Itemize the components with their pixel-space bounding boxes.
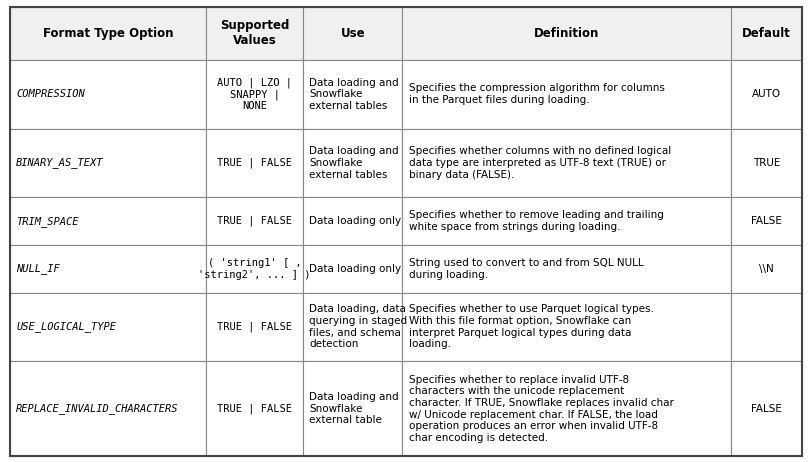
Bar xyxy=(303,60,402,128)
Text: Definition: Definition xyxy=(534,27,600,40)
Bar xyxy=(206,361,303,456)
Bar xyxy=(402,7,731,60)
Bar xyxy=(10,7,206,60)
Text: Specifies whether to use Parquet logical types.
With this file format option, Sn: Specifies whether to use Parquet logical… xyxy=(409,304,654,349)
Bar xyxy=(731,60,802,128)
Text: TRUE | FALSE: TRUE | FALSE xyxy=(217,322,292,332)
Text: FALSE: FALSE xyxy=(751,216,782,226)
Text: Data loading and
Snowflake
external table: Data loading and Snowflake external tabl… xyxy=(309,392,399,426)
Text: Specifies whether to remove leading and trailing
white space from strings during: Specifies whether to remove leading and … xyxy=(409,210,663,232)
Text: Data loading only: Data loading only xyxy=(309,264,402,274)
Text: NULL_IF: NULL_IF xyxy=(16,263,60,274)
Text: TRUE | FALSE: TRUE | FALSE xyxy=(217,158,292,168)
Bar xyxy=(731,361,802,456)
Text: Data loading and
Snowflake
external tables: Data loading and Snowflake external tabl… xyxy=(309,78,399,111)
Text: Data loading and
Snowflake
external tables: Data loading and Snowflake external tabl… xyxy=(309,146,399,180)
Bar xyxy=(206,197,303,245)
Bar xyxy=(402,245,731,292)
Bar xyxy=(402,292,731,361)
Text: AUTO: AUTO xyxy=(752,89,781,99)
Text: Specifies whether to replace invalid UTF-8
characters with the unicode replaceme: Specifies whether to replace invalid UTF… xyxy=(409,375,674,443)
Text: Data loading only: Data loading only xyxy=(309,216,402,226)
Bar xyxy=(402,128,731,197)
Bar xyxy=(303,292,402,361)
Text: \\N: \\N xyxy=(760,264,774,274)
Bar xyxy=(206,60,303,128)
Text: BINARY_AS_TEXT: BINARY_AS_TEXT xyxy=(16,158,103,168)
Bar xyxy=(206,7,303,60)
Text: TRUE: TRUE xyxy=(753,158,781,168)
Bar xyxy=(731,292,802,361)
Text: Specifies whether columns with no defined logical
data type are interpreted as U: Specifies whether columns with no define… xyxy=(409,146,671,180)
Bar xyxy=(402,60,731,128)
Bar xyxy=(206,128,303,197)
Text: Data loading, data
querying in staged
files, and schema
detection: Data loading, data querying in staged fi… xyxy=(309,304,407,349)
Bar xyxy=(402,361,731,456)
Text: REPLACE_INVALID_CHARACTERS: REPLACE_INVALID_CHARACTERS xyxy=(16,403,179,414)
Text: AUTO | LZO |
SNAPPY |
NONE: AUTO | LZO | SNAPPY | NONE xyxy=(217,77,292,111)
Text: TRUE | FALSE: TRUE | FALSE xyxy=(217,404,292,414)
Text: String used to convert to and from SQL NULL
during loading.: String used to convert to and from SQL N… xyxy=(409,258,643,280)
Text: Default: Default xyxy=(743,27,791,40)
Text: Format Type Option: Format Type Option xyxy=(43,27,173,40)
Bar xyxy=(402,197,731,245)
Bar xyxy=(303,128,402,197)
Bar xyxy=(10,292,206,361)
Bar xyxy=(10,361,206,456)
Bar xyxy=(10,60,206,128)
Bar xyxy=(10,197,206,245)
Text: Use: Use xyxy=(340,27,365,40)
Bar xyxy=(303,7,402,60)
Bar xyxy=(10,245,206,292)
Text: TRIM_SPACE: TRIM_SPACE xyxy=(16,216,78,226)
Bar xyxy=(731,197,802,245)
Text: ( 'string1' [ ,
'string2', ... ] ): ( 'string1' [ , 'string2', ... ] ) xyxy=(198,258,311,280)
Bar xyxy=(206,245,303,292)
Bar xyxy=(731,245,802,292)
Text: TRUE | FALSE: TRUE | FALSE xyxy=(217,216,292,226)
Text: Supported
Values: Supported Values xyxy=(220,19,289,48)
Text: Specifies the compression algorithm for columns
in the Parquet files during load: Specifies the compression algorithm for … xyxy=(409,83,665,105)
Bar xyxy=(206,292,303,361)
Bar xyxy=(303,245,402,292)
Bar xyxy=(303,197,402,245)
Text: USE_LOGICAL_TYPE: USE_LOGICAL_TYPE xyxy=(16,322,116,332)
Bar xyxy=(731,128,802,197)
Bar xyxy=(10,128,206,197)
Bar xyxy=(731,7,802,60)
Text: FALSE: FALSE xyxy=(751,404,782,414)
Text: COMPRESSION: COMPRESSION xyxy=(16,89,85,99)
Bar xyxy=(303,361,402,456)
